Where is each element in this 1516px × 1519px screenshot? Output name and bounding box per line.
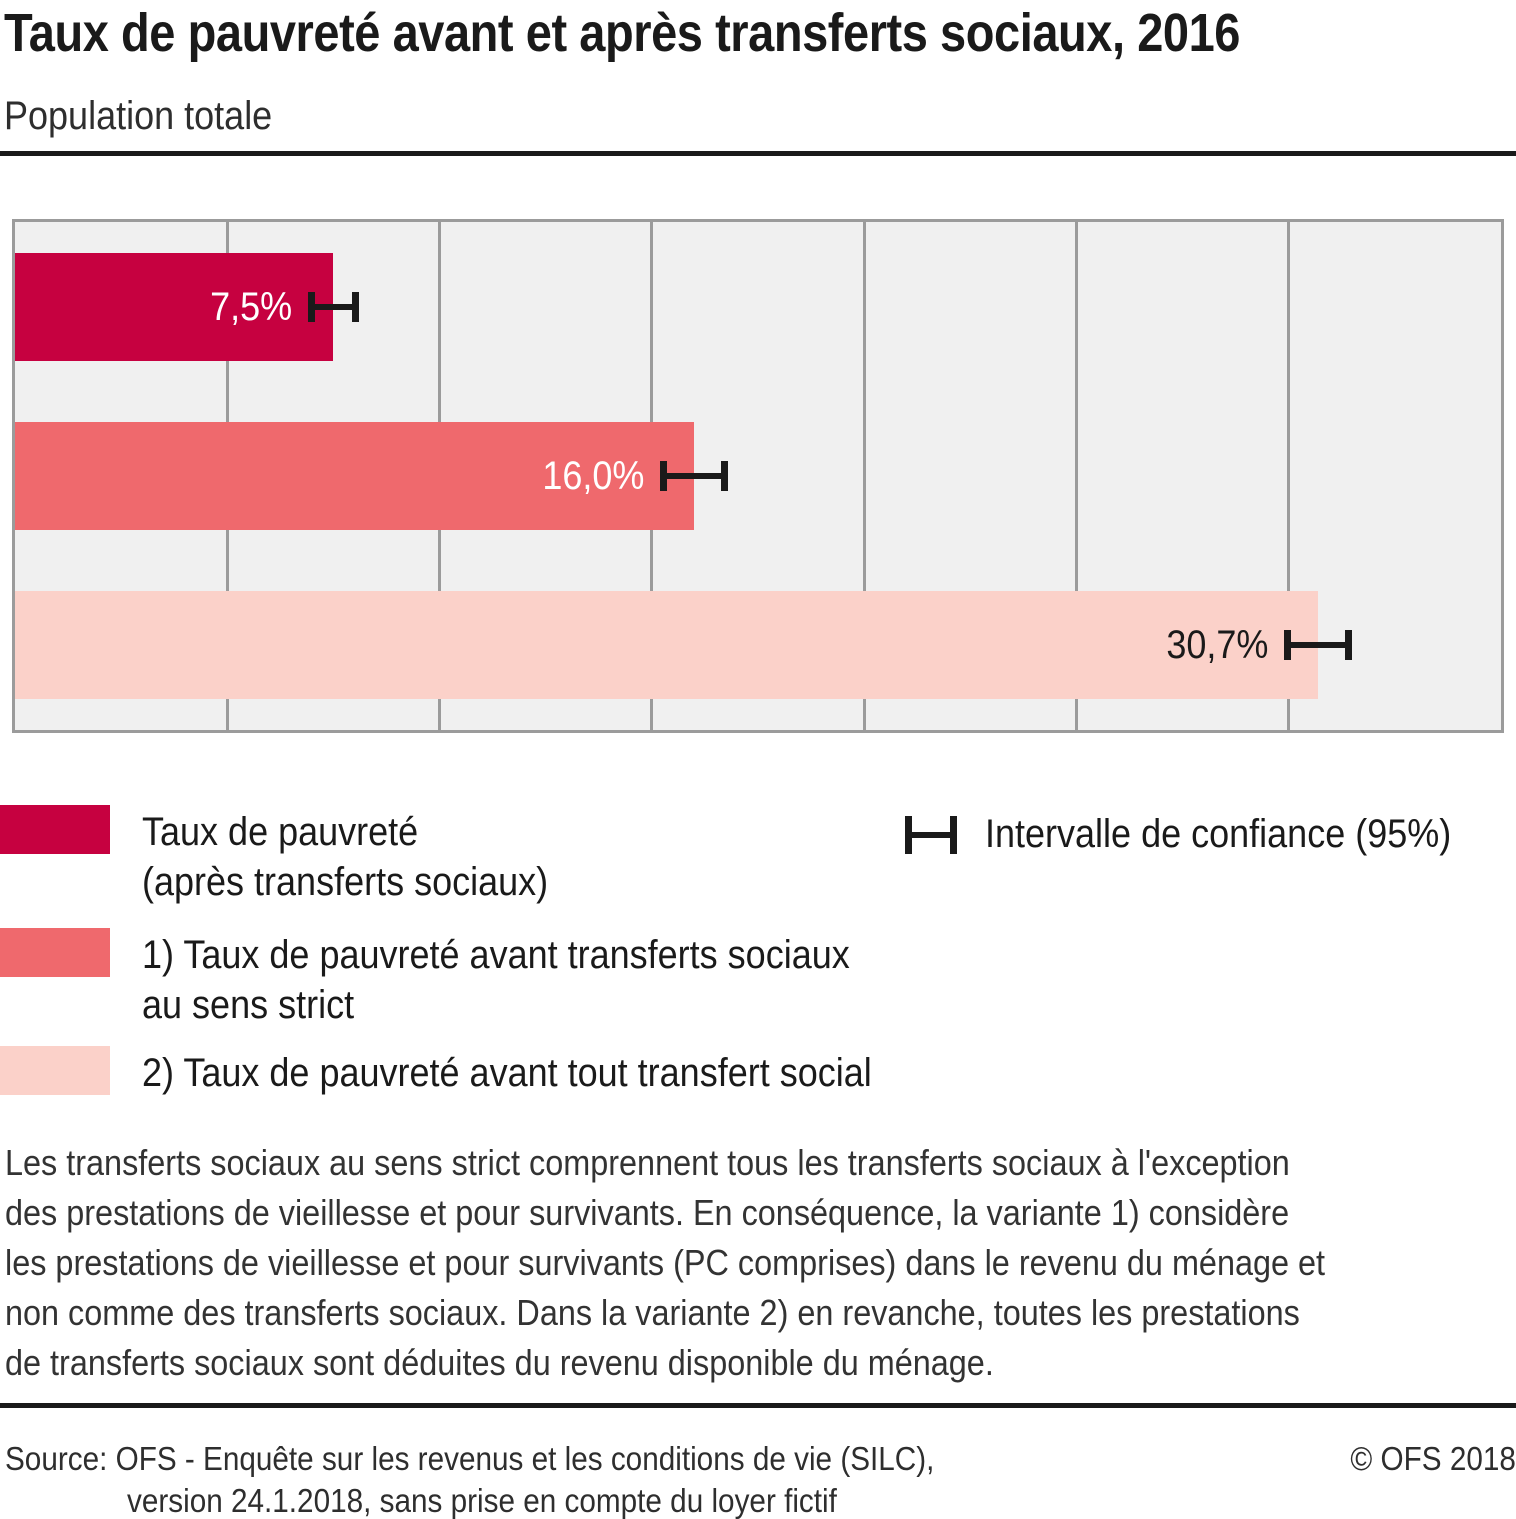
- legend-label-after-transfers: Taux de pauvreté (après transferts socia…: [142, 807, 548, 907]
- legend-swatch-before-all-transfers: [0, 1046, 110, 1095]
- footnote-line: des prestations de vieillesse et pour su…: [5, 1192, 1290, 1233]
- error-bar-0: [307, 291, 359, 322]
- gridline-20pct: [862, 222, 866, 730]
- bar-value-label-1: 16,0%: [542, 454, 645, 498]
- source-text-continued: version 24.1.2018, sans prise en compte …: [127, 1482, 837, 1519]
- source-text: Source: OFS - Enquête sur les revenus et…: [5, 1440, 935, 1477]
- gridline-30pct: [1287, 222, 1291, 730]
- legend-label-line: au sens strict: [142, 983, 355, 1027]
- legend-label-line: Taux de pauvreté: [142, 810, 419, 854]
- footnote-line: les prestations de vieillesse et pour su…: [5, 1242, 1326, 1283]
- legend-swatch-before-transfers-strict: [0, 928, 110, 977]
- legend-label-line: 2) Taux de pauvreté avant tout transfert…: [142, 1051, 872, 1095]
- footnote: Les transferts sociaux au sens strict co…: [5, 1138, 1325, 1388]
- footnote-line: Les transferts sociaux au sens strict co…: [5, 1142, 1290, 1183]
- legend-label-line: 1) Taux de pauvreté avant transferts soc…: [142, 933, 850, 977]
- ci-line: [905, 832, 957, 838]
- bar-2: [15, 591, 1319, 700]
- bottom-divider: [0, 1403, 1516, 1408]
- error-bar-cap-right: [1345, 630, 1353, 661]
- bar-0: [15, 252, 334, 361]
- page-subtitle: Population totale: [4, 94, 273, 138]
- footnote-line: de transferts sociaux sont déduites du r…: [5, 1342, 994, 1383]
- ci-cap-right: [950, 816, 957, 854]
- error-bar-1: [660, 461, 729, 491]
- copyright-text: © OFS 2018: [1350, 1440, 1516, 1477]
- error-bar-cap-right: [721, 461, 729, 491]
- bar-value-label-2: 30,7%: [1166, 623, 1269, 668]
- confidence-interval-icon: [905, 816, 957, 854]
- footnote-line: non comme des transferts sociaux. Dans l…: [5, 1292, 1300, 1333]
- error-bar-line: [660, 473, 729, 479]
- error-bar-cap-right: [351, 291, 359, 322]
- error-bar-line: [307, 303, 359, 310]
- gridline-25pct: [1074, 222, 1078, 730]
- error-bar-line: [1284, 642, 1353, 649]
- legend-label-confidence-interval: Intervalle de confiance (95%): [985, 812, 1452, 856]
- legend-label-before-transfers-strict: 1) Taux de pauvreté avant transferts soc…: [142, 930, 850, 1030]
- bar-chart: 7,5% 16,0% 30,7%: [12, 219, 1504, 733]
- legend-swatch-after-transfers: [0, 805, 110, 854]
- bar-1: [15, 422, 695, 530]
- page-title: Taux de pauvreté avant et après transfer…: [4, 3, 1240, 63]
- plot-area: 7,5% 16,0% 30,7%: [15, 222, 1501, 730]
- legend-label-line: (après transferts sociaux): [142, 860, 549, 904]
- bar-value-label-0: 7,5%: [209, 284, 292, 329]
- legend-label-before-all-transfers: 2) Taux de pauvreté avant tout transfert…: [142, 1048, 872, 1098]
- error-bar-2: [1284, 630, 1353, 661]
- top-divider: [0, 151, 1516, 156]
